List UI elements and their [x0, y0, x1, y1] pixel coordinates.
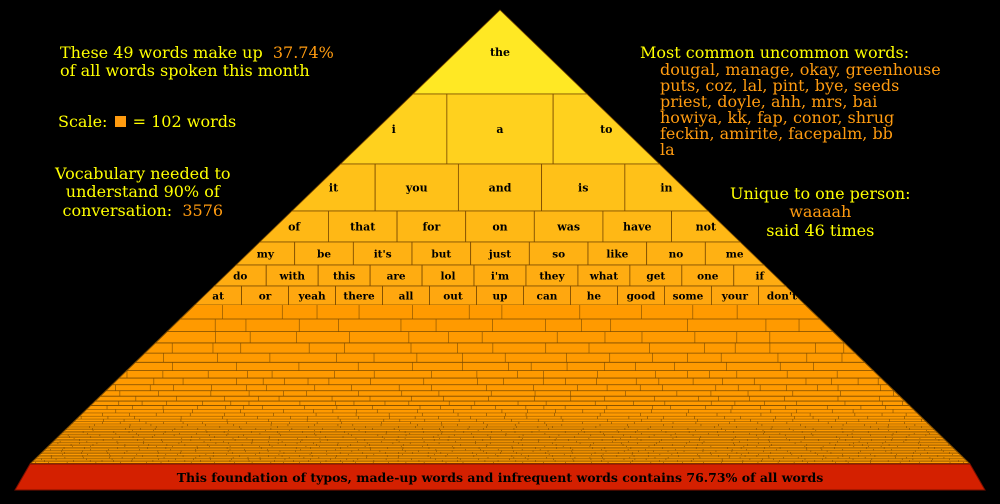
pyramid-row: i a to [339, 93, 661, 165]
stat-percent: 37.74% [272, 43, 334, 62]
word-label: it [329, 182, 339, 195]
word-label: it's [374, 249, 392, 261]
word-label: is [578, 182, 588, 195]
foundation-label: This foundation of typos, made-up words … [177, 470, 824, 485]
word-label: don't [767, 291, 797, 303]
pyramid-row: my be it's but just so like no me [235, 241, 765, 266]
uncommon-words-panel: Most common uncommon words: dougal, mana… [640, 43, 941, 158]
word-label: so [552, 249, 565, 261]
word-label: a [496, 123, 503, 136]
word-label: if [755, 271, 765, 283]
word-label: what [589, 271, 618, 283]
word-label: do [233, 271, 247, 283]
word-label: not [696, 221, 717, 234]
vocab-line1: Vocabulary needed to [55, 164, 231, 183]
word-label: he [587, 291, 602, 303]
uncommon-line: howiya, kk, fap, conor, shrug [660, 108, 895, 128]
word-label: are [387, 271, 406, 283]
uncommon-line: puts, coz, lal, pint, bye, seeds [660, 76, 900, 96]
pyramid-row: it you and is in [290, 163, 710, 212]
brick-swatch-icon [114, 116, 126, 127]
unique-word-panel: Unique to one person: waaaah said 46 tim… [730, 184, 911, 240]
word-label: up [493, 291, 508, 303]
pyramid-row: do with this are lol i'm they what get one if [213, 264, 787, 287]
vocab-line2: understand 90% of [65, 182, 220, 202]
word-label: was [556, 221, 580, 234]
word-label: they [539, 271, 565, 283]
unique-heading: Unique to one person: [730, 184, 911, 203]
uncommon-line: la [660, 140, 675, 160]
pyramid-row: at or yeah there all out up can he good some your do… [193, 285, 807, 306]
unique-word: waaaah [789, 202, 852, 222]
word-label: on [492, 221, 507, 234]
word-label: lol [441, 271, 456, 283]
pyramid-edge [805, 304, 971, 465]
word-label: and [489, 182, 512, 195]
word-label: the [490, 46, 510, 59]
word-label: that [350, 221, 376, 234]
word-label: out [443, 291, 463, 303]
word-label: no [669, 249, 684, 261]
vocab-value: 3576 [182, 200, 224, 220]
word-label: i'm [491, 271, 509, 283]
word-label: my [257, 249, 275, 261]
word-label: good [627, 291, 656, 303]
word-label: at [212, 291, 224, 303]
word-label: get [646, 271, 665, 283]
scale-prefix: Scale: [58, 112, 108, 131]
word-label: there [343, 291, 375, 303]
word-label: can [537, 291, 558, 303]
uncommon-line: priest, doyle, ahh, mrs, bai [660, 92, 878, 112]
vocabulary-stat: Vocabulary needed to understand 90% of c… [55, 164, 231, 220]
uncommon-line: dougal, manage, okay, greenhouse [660, 60, 941, 80]
word-label: you [405, 182, 428, 195]
word-label: just [488, 249, 511, 261]
word-label: this [333, 271, 355, 283]
word-label: with [278, 271, 305, 283]
word-label: or [259, 291, 272, 303]
pyramid-row: the [412, 9, 588, 95]
unique-detail: said 46 times [766, 220, 875, 240]
word-label: have [623, 221, 652, 234]
uncommon-line: feckin, amirite, facepalm, bb [660, 124, 893, 144]
word-label: but [431, 249, 451, 261]
word-label: your [721, 291, 749, 303]
vocab-line3: conversation: [62, 200, 173, 220]
stat-line2: of all words spoken this month [60, 61, 310, 81]
word-label: one [697, 271, 719, 283]
word-label: like [606, 249, 628, 261]
word-label: for [422, 221, 440, 234]
stat-line1: These 49 words make up [60, 43, 263, 62]
pyramid-foundation [14, 463, 986, 491]
uncommon-heading: Most common uncommon words: [640, 43, 910, 62]
word-label: me [726, 249, 744, 261]
word-label: of [288, 221, 301, 234]
word-label: yeah [297, 291, 326, 303]
word-label: be [317, 249, 331, 261]
word-label: in [660, 182, 672, 195]
uncommon-list: dougal, manage, okay, greenhouse puts, c… [660, 62, 941, 158]
pyramid-row: of that for on was have not [258, 210, 742, 243]
pyramid-edge [29, 304, 195, 465]
word-label: i [392, 123, 396, 136]
scale-suffix: = 102 words [132, 112, 237, 131]
scale-legend: Scale: = 102 words [58, 112, 237, 131]
word-label: to [600, 123, 612, 136]
top-words-stat: These 49 words make up 37.74% of all wor… [60, 43, 334, 81]
word-label: all [399, 291, 414, 303]
word-label: some [673, 291, 704, 303]
